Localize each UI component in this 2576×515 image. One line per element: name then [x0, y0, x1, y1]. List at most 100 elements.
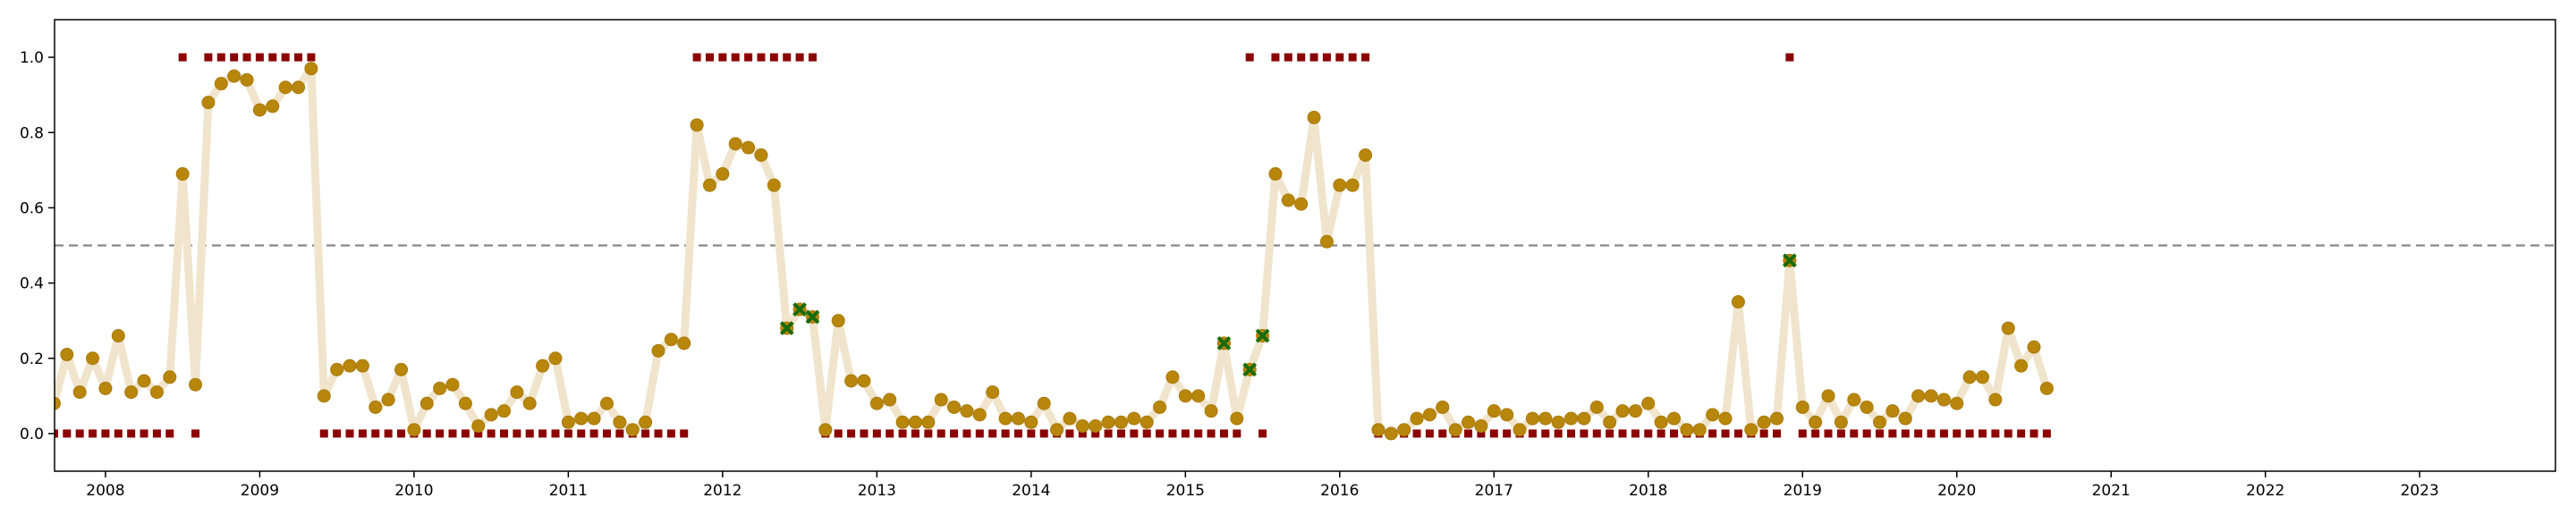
recession-marker: [1438, 429, 1447, 438]
probability-point: [163, 370, 177, 384]
recession-marker: [114, 429, 123, 438]
recession-marker: [860, 429, 869, 438]
recession-marker: [1258, 429, 1267, 438]
recession-marker: [1618, 429, 1627, 438]
recession-marker: [448, 429, 457, 438]
probability-point: [1551, 415, 1565, 429]
y-tick-label: 0.2: [20, 350, 44, 368]
probability-point: [1474, 419, 1488, 433]
recession-marker: [1348, 53, 1357, 62]
recession-marker: [1592, 429, 1601, 438]
probability-point: [857, 374, 871, 388]
probability-point: [497, 404, 512, 418]
probability-point: [304, 62, 318, 76]
recession-marker: [615, 429, 624, 438]
probability-point: [189, 377, 203, 392]
recession-marker: [911, 429, 919, 438]
probability-point: [72, 385, 87, 400]
recession-marker: [1335, 53, 1344, 62]
recession-marker: [872, 429, 881, 438]
y-tick-label: 0.4: [20, 275, 44, 293]
recession-marker: [1953, 429, 1962, 438]
misclassified-marker: [779, 321, 794, 335]
probability-point: [278, 80, 292, 95]
recession-marker: [1130, 429, 1139, 438]
recession-marker: [988, 429, 997, 438]
recession-marker: [1785, 53, 1794, 62]
probability-point: [1950, 396, 1964, 410]
recession-marker: [2017, 429, 2026, 438]
probability-point: [1371, 423, 1385, 437]
probability-point: [471, 419, 486, 433]
recession-marker: [319, 429, 328, 438]
probability-point: [1615, 404, 1630, 418]
probability-point: [895, 415, 910, 429]
probability-point: [2001, 321, 2015, 335]
recession-marker: [1567, 429, 1576, 438]
probability-point: [1011, 411, 1025, 426]
probability-point: [1654, 415, 1668, 429]
recession-marker: [924, 429, 933, 438]
recession-marker: [950, 429, 959, 438]
probability-point: [1898, 411, 1912, 426]
probability-point: [1731, 295, 1745, 309]
probability-point: [998, 411, 1013, 426]
recession-marker: [204, 53, 213, 62]
probability-point: [1988, 393, 2003, 407]
probability-point: [1140, 415, 1154, 429]
probability-point: [60, 348, 74, 362]
probability-point: [1063, 411, 1077, 426]
probability-point: [407, 423, 421, 437]
probability-point: [1834, 415, 1848, 429]
recession-marker: [1181, 429, 1190, 438]
recession-marker: [1862, 429, 1871, 438]
probability-point: [1641, 396, 1656, 410]
recession-marker: [538, 429, 547, 438]
recession-marker: [436, 429, 445, 438]
probability-point: [1410, 411, 1424, 426]
recession-marker: [1503, 429, 1512, 438]
probability-point: [343, 359, 357, 373]
probability-point: [716, 167, 730, 182]
misclassified-marker: [792, 302, 808, 317]
misclassified-stroke: [792, 302, 808, 317]
probability-point: [1089, 419, 1103, 433]
recession-marker: [461, 429, 470, 438]
plot-area: [55, 53, 2555, 441]
recession-marker: [1850, 429, 1859, 438]
probability-point: [664, 333, 678, 347]
recession-marker: [242, 53, 251, 62]
probability-point: [1628, 404, 1642, 418]
probability-point: [1153, 400, 1167, 414]
recession-marker: [1541, 429, 1550, 438]
x-tick-label: 2019: [1784, 482, 1822, 500]
recession-marker: [654, 429, 663, 438]
probability-point: [1436, 400, 1450, 414]
probability-point: [1230, 411, 1244, 426]
recession-marker: [1116, 429, 1125, 438]
probability-point: [1603, 415, 1617, 429]
recession-marker: [1824, 429, 1833, 438]
probability-point: [1397, 423, 1411, 437]
misclassified-stroke: [805, 309, 820, 325]
probability-point: [252, 103, 267, 117]
recession-marker: [1361, 53, 1370, 62]
x-tick-label: 2018: [1629, 482, 1667, 500]
probability-point: [330, 362, 344, 376]
probability-point: [1757, 415, 1771, 429]
probability-point: [1821, 389, 1835, 403]
x-tick-label: 2015: [1166, 482, 1205, 500]
probability-point: [484, 408, 498, 422]
recession-marker: [783, 53, 792, 62]
recession-marker: [1001, 429, 1010, 438]
recession-marker: [1477, 429, 1486, 438]
probability-point: [1718, 411, 1733, 426]
misclassified-marker: [1242, 362, 1258, 377]
recession-marker: [1156, 429, 1165, 438]
misclassified-stroke: [1216, 336, 1232, 350]
recession-marker: [1207, 429, 1216, 438]
misclassified-marker: [1255, 328, 1270, 343]
probability-point: [111, 329, 125, 342]
probability-point: [1178, 389, 1192, 403]
probability-point: [831, 314, 845, 328]
